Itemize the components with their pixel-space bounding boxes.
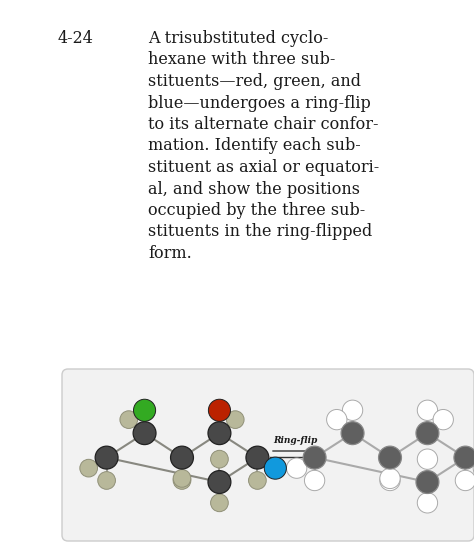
Circle shape [417, 493, 438, 513]
Circle shape [246, 446, 269, 469]
Circle shape [210, 450, 228, 468]
Text: form.: form. [148, 245, 192, 262]
Circle shape [210, 494, 228, 512]
Circle shape [380, 470, 400, 491]
Circle shape [209, 399, 230, 421]
Circle shape [248, 472, 266, 489]
Circle shape [208, 422, 231, 445]
Circle shape [120, 411, 137, 429]
Circle shape [208, 471, 231, 493]
Circle shape [379, 446, 401, 469]
Circle shape [134, 399, 155, 421]
Circle shape [80, 460, 98, 477]
Circle shape [303, 446, 326, 469]
Circle shape [227, 411, 244, 429]
Circle shape [455, 470, 474, 491]
Circle shape [171, 446, 193, 469]
Circle shape [380, 468, 400, 488]
Text: hexane with three sub-: hexane with three sub- [148, 51, 336, 69]
Text: blue—undergoes a ring-flip: blue—undergoes a ring-flip [148, 95, 371, 112]
Circle shape [341, 422, 364, 445]
Circle shape [327, 409, 347, 430]
Circle shape [416, 422, 439, 445]
Circle shape [173, 472, 191, 489]
Text: Ring-flip: Ring-flip [273, 436, 317, 445]
Circle shape [133, 422, 156, 445]
Text: mation. Identify each sub-: mation. Identify each sub- [148, 138, 361, 154]
Circle shape [286, 458, 307, 478]
Circle shape [264, 457, 286, 479]
Circle shape [473, 458, 474, 478]
Circle shape [304, 470, 325, 491]
Circle shape [95, 446, 118, 469]
Text: A trisubstituted cyclo-: A trisubstituted cyclo- [148, 30, 328, 47]
Text: al, and show the positions: al, and show the positions [148, 180, 360, 197]
Text: 4-24: 4-24 [58, 30, 94, 47]
Circle shape [433, 409, 454, 430]
Circle shape [98, 472, 116, 489]
Circle shape [454, 446, 474, 469]
Text: stituents—red, green, and: stituents—red, green, and [148, 73, 361, 90]
Text: to its alternate chair confor-: to its alternate chair confor- [148, 116, 379, 133]
Circle shape [173, 469, 191, 487]
Circle shape [342, 400, 363, 420]
Circle shape [417, 449, 438, 469]
Text: stituents in the ring-flipped: stituents in the ring-flipped [148, 223, 372, 241]
FancyBboxPatch shape [62, 369, 474, 541]
Text: stituent as axial or equatori-: stituent as axial or equatori- [148, 159, 379, 176]
Circle shape [417, 400, 438, 420]
Circle shape [416, 471, 439, 493]
Text: occupied by the three sub-: occupied by the three sub- [148, 202, 365, 219]
